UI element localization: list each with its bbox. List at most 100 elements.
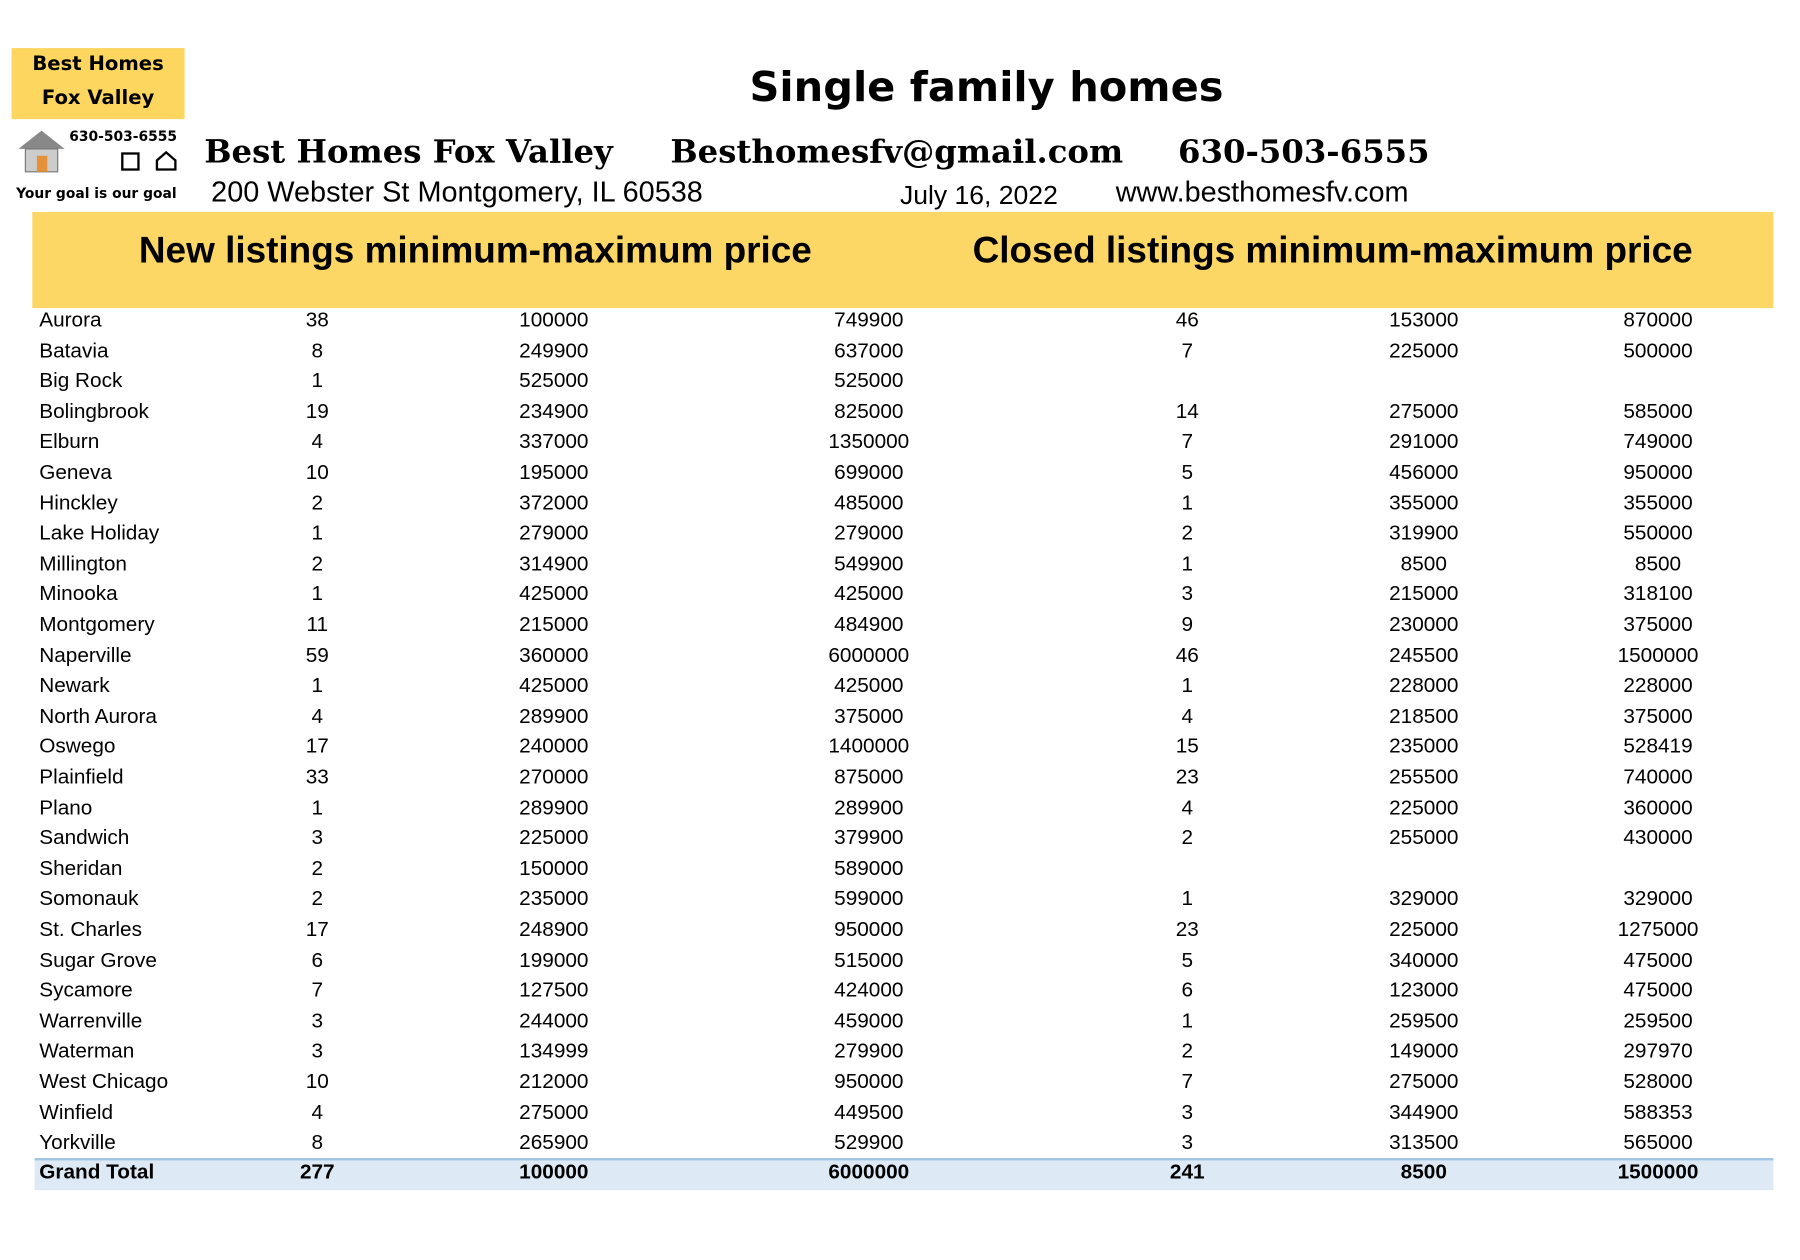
cell: 950000	[834, 917, 904, 941]
cell: 215000	[1389, 582, 1459, 606]
cell: 360000	[1623, 795, 1693, 819]
title: Single family homes	[749, 64, 1224, 112]
cell: 950000	[834, 1069, 904, 1093]
cell: 528000	[1623, 1069, 1693, 1093]
cell: 6000000	[828, 1160, 910, 1184]
row-label: Sycamore	[39, 978, 133, 1002]
cell: 4	[1181, 704, 1194, 728]
section-heading: New listings minimum-maximum price	[138, 229, 812, 271]
cell: 134999	[519, 1039, 589, 1063]
cell: 589000	[834, 856, 904, 880]
cell: 218500	[1389, 704, 1459, 728]
cell: 475000	[1623, 948, 1693, 971]
cell: 7	[1181, 430, 1194, 453]
cell: 275000	[1389, 1069, 1459, 1093]
cell: 153000	[1389, 308, 1459, 332]
cell: 3	[1181, 1100, 1194, 1124]
cell: 525000	[519, 369, 589, 392]
cell: 255500	[1389, 765, 1459, 789]
cell: 6	[311, 948, 324, 971]
cell: 1500000	[1617, 1160, 1699, 1184]
cell: 15	[1175, 734, 1199, 758]
cell: 199000	[519, 948, 589, 971]
cell: 38	[305, 308, 329, 332]
row-label: West Chicago	[39, 1069, 169, 1093]
logo-text: Fox Valley	[41, 87, 155, 110]
company: Best Homes Fox Valley	[204, 132, 613, 171]
address: 200 Webster St Montgomery, IL 60538	[211, 176, 703, 209]
cell: 525000	[834, 369, 904, 392]
row-label: Aurora	[39, 308, 102, 332]
cell: 425000	[834, 673, 904, 697]
cell: 565000	[1623, 1130, 1693, 1154]
cell: 59	[305, 643, 329, 667]
cell: 375000	[1623, 704, 1693, 728]
cell: 6	[1181, 978, 1194, 1002]
row-label: Geneva	[39, 460, 112, 484]
cell: 8500	[1400, 551, 1447, 575]
cell: 528419	[1623, 734, 1693, 758]
cell: 235000	[519, 887, 589, 910]
cell: 430000	[1623, 826, 1693, 850]
row-label: Newark	[39, 673, 110, 697]
cell: 279900	[834, 1039, 904, 1063]
cell: 4	[311, 430, 324, 453]
logo-text: Best Homes	[32, 52, 164, 76]
row-label: Naperville	[39, 643, 132, 667]
cell: 2	[311, 490, 324, 514]
cell: 459000	[834, 1008, 904, 1032]
cell: 245500	[1389, 643, 1459, 667]
cell: 11	[306, 612, 329, 636]
cell: 23	[1175, 765, 1199, 789]
cell: 1	[311, 673, 324, 697]
cell: 10	[305, 460, 329, 484]
cell: 425000	[834, 582, 904, 606]
cell: 9	[1181, 612, 1194, 636]
cell: 7	[1181, 1069, 1194, 1093]
row-label: Big Rock	[39, 369, 123, 392]
cell: 870000	[1623, 308, 1693, 332]
row-label: Montgomery	[39, 612, 155, 636]
cell: 14	[1175, 399, 1199, 423]
cell: 475000	[1623, 978, 1693, 1002]
cell: 259500	[1389, 1008, 1459, 1032]
cell: 375000	[834, 704, 904, 728]
cell: 340000	[1389, 948, 1459, 971]
phone: 630-503-6555	[1178, 132, 1430, 171]
row-label: Yorkville	[39, 1130, 116, 1154]
cell: 7	[1181, 338, 1194, 362]
cell: 588353	[1623, 1100, 1693, 1124]
cell: 344900	[1389, 1100, 1459, 1124]
cell: 1	[1181, 673, 1194, 697]
cell: 8500	[1400, 1160, 1447, 1184]
cell: 249900	[519, 338, 589, 362]
cell: 375000	[1623, 612, 1693, 636]
cell: 8	[311, 338, 324, 362]
cell: 313500	[1389, 1130, 1459, 1154]
cell: 449500	[834, 1100, 904, 1124]
logo-tagline: Your goal is our goal	[16, 185, 177, 202]
cell: 740000	[1623, 765, 1693, 789]
cell: 265900	[519, 1130, 589, 1154]
row-label: Plainfield	[39, 765, 124, 789]
logo-icons	[18, 130, 177, 173]
cell: 515000	[834, 948, 904, 971]
row-label: Grand Total	[39, 1160, 155, 1184]
cell: 17	[305, 734, 329, 758]
date: July 16, 2022	[899, 179, 1058, 210]
cell: 529900	[834, 1130, 904, 1154]
cell: 23	[1175, 917, 1199, 941]
cell: 637000	[834, 338, 904, 362]
cell: 950000	[1623, 460, 1693, 484]
cell: 360000	[519, 643, 589, 667]
cell: 244000	[519, 1008, 589, 1032]
cell: 1400000	[828, 734, 910, 758]
cell: 379900	[834, 826, 904, 850]
cell: 329000	[1623, 887, 1693, 910]
row-label: Warrenville	[39, 1008, 143, 1032]
cell: 550000	[1623, 521, 1693, 545]
cell: 3	[1181, 1130, 1194, 1154]
row-label: Sandwich	[39, 826, 130, 850]
cell: 240000	[519, 734, 589, 758]
